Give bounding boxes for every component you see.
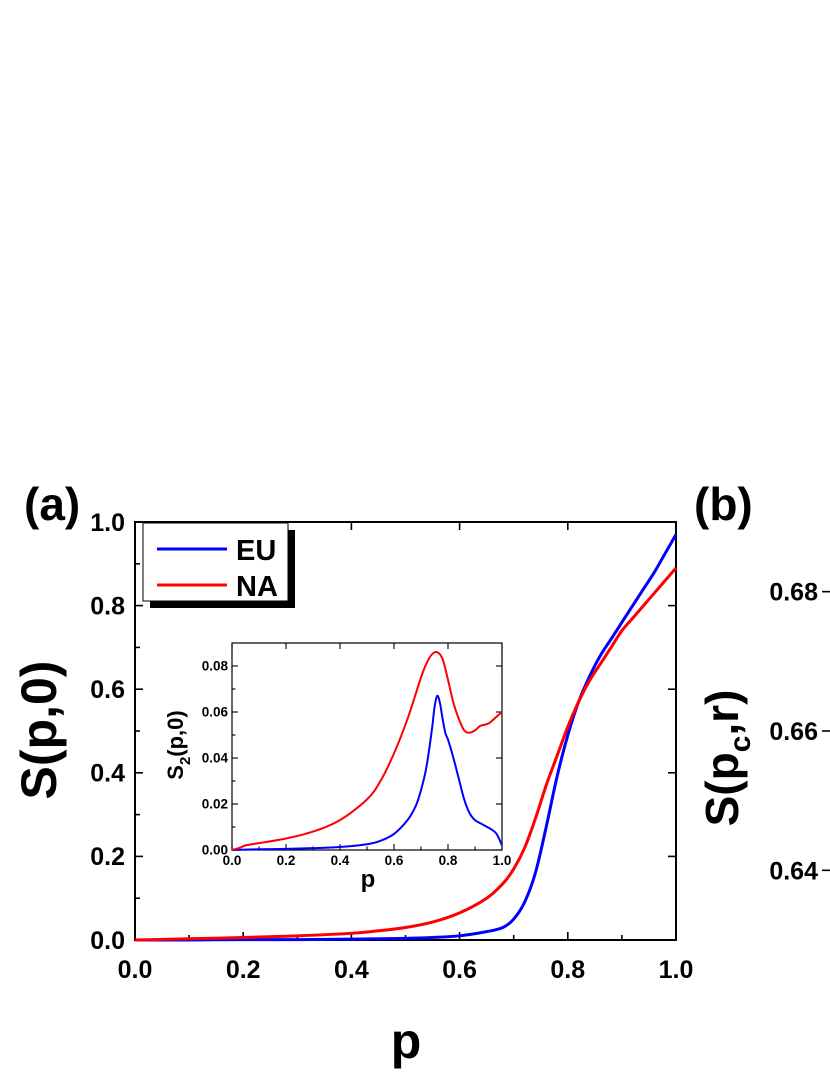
- main-y-axis-label: S(p,0): [11, 661, 67, 800]
- y-tick-label: 0.4: [90, 760, 125, 788]
- series-line-eu: [231, 694, 503, 851]
- y-tick-label: 0.6: [90, 676, 125, 704]
- legend-box: [142, 522, 289, 602]
- legend-label-eu: EU: [236, 535, 276, 567]
- panel-b-y-tick-label: 0.64: [769, 857, 818, 885]
- inset-ticks: 0.0 0.2 0.4 0.6 0.8 1.0 0.00 0.02 0.04 0.06 0.08: [202, 643, 512, 868]
- y-tick-label: 0.06: [202, 705, 229, 720]
- x-tick-label: 0.2: [226, 956, 261, 984]
- inset-series: [231, 650, 503, 851]
- legend-label-na: NA: [236, 571, 278, 603]
- legend: EU NA: [142, 522, 295, 608]
- y-tick-label: 0.02: [202, 797, 228, 812]
- panel-a: (a) 0.0 0.2 0.4 0.6 0.8 1.0 0.0 0.2 0.4 0.6 0.8 1.0…: [11, 478, 693, 1069]
- inset-x-axis-label: p: [361, 866, 376, 893]
- x-tick-label: 1.0: [493, 853, 512, 868]
- inset-y-axis-label: S2(p,0): [163, 710, 194, 779]
- panel-b-ticks: 0.64 0.66 0.68: [769, 579, 830, 885]
- y-tick-label: 1.0: [90, 509, 125, 537]
- panel-a-label: (a): [24, 478, 80, 530]
- inset-chart: 0.0 0.2 0.4 0.6 0.8 1.0 0.00 0.02 0.04 0.06 0.08 p…: [163, 642, 512, 893]
- panel-b-label: (b): [694, 478, 753, 530]
- y-tick-label: 0.00: [202, 843, 228, 858]
- y-tick-label: 0.04: [202, 751, 229, 766]
- panel-b-y-axis-label: S(pc,r): [696, 690, 757, 827]
- main-series: [134, 533, 678, 942]
- x-tick-label: 0.0: [223, 853, 242, 868]
- x-tick-label: 0.0: [118, 956, 153, 984]
- x-tick-label: 0.4: [331, 853, 350, 868]
- inset-plot-frame: [231, 642, 503, 851]
- x-tick-label: 0.8: [550, 956, 585, 984]
- series-line-na: [134, 567, 678, 942]
- x-tick-label: 0.6: [442, 956, 477, 984]
- y-tick-label: 0.8: [90, 592, 125, 620]
- main-x-axis-label: p: [391, 1013, 422, 1069]
- series-line-na: [231, 650, 503, 851]
- x-tick-label: 0.8: [439, 853, 458, 868]
- y-tick-label: 0.0: [90, 927, 125, 955]
- series-line-eu: [134, 533, 678, 942]
- x-tick-label: 0.4: [334, 956, 369, 984]
- x-tick-label: 1.0: [659, 956, 694, 984]
- y-tick-label: 0.08: [202, 659, 229, 674]
- y-tick-label: 0.2: [90, 843, 125, 871]
- x-tick-label: 0.2: [277, 853, 296, 868]
- panel-b: (b) S(pc,r) 0.64 0.66 0.68: [694, 478, 830, 885]
- x-tick-label: 0.6: [385, 853, 404, 868]
- panel-b-y-tick-label: 0.68: [769, 579, 818, 607]
- panel-b-y-tick-label: 0.66: [769, 718, 818, 746]
